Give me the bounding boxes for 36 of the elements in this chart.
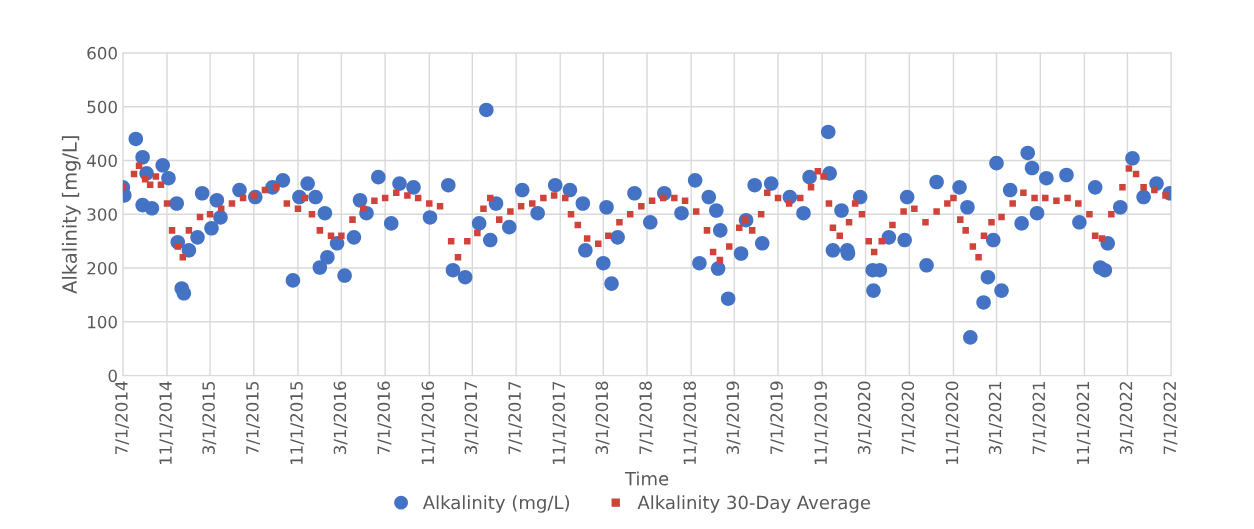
x-tick-label: 3/1/2019 bbox=[726, 381, 741, 455]
y-tick-label: 0 bbox=[108, 369, 117, 383]
y-axis-title: Alkalinity [mg/L] bbox=[61, 136, 81, 294]
x-tick-label: 11/1/2021 bbox=[1076, 381, 1091, 465]
x-tick-label: 11/1/2016 bbox=[421, 381, 436, 465]
x-tick-label: 7/1/2018 bbox=[639, 381, 654, 454]
y-tick-label: 500 bbox=[87, 100, 117, 114]
x-tick-label: 7/1/2022 bbox=[1163, 382, 1178, 454]
x-tick-label: 11/1/2014 bbox=[159, 381, 174, 465]
x-tick-label: 7/1/2014 bbox=[115, 381, 130, 454]
legend-label: Alkalinity 30-Day Average bbox=[637, 495, 871, 513]
x-tick-label: 11/1/2018 bbox=[683, 381, 698, 465]
x-tick-label: 7/1/2015 bbox=[246, 381, 260, 454]
x-tick-label: 11/1/2019 bbox=[814, 381, 829, 465]
x-tick-label: 3/1/2015 bbox=[202, 381, 217, 455]
x-tick-label: 7/1/2016 bbox=[377, 381, 392, 454]
x-tick-label: 3/1/2017 bbox=[464, 381, 479, 455]
x-tick-label: 7/1/2020 bbox=[901, 381, 916, 454]
x-tick-label: 3/1/2022 bbox=[1119, 382, 1134, 455]
y-tick-label: 100 bbox=[88, 315, 117, 329]
x-axis-title: Time bbox=[624, 471, 669, 486]
legend-label: Alkalinity (mg/L) bbox=[422, 495, 570, 513]
y-tick-label: 400 bbox=[87, 154, 117, 168]
x-tick-label: 3/1/2021 bbox=[988, 381, 1003, 455]
x-tick-label: 3/1/2018 bbox=[595, 381, 610, 455]
x-tick-label: 3/1/2016 bbox=[333, 381, 348, 455]
x-tick-label: 7/1/2019 bbox=[770, 381, 785, 454]
x-tick-label: 7/1/2021 bbox=[1032, 381, 1047, 454]
y-tick-label: 300 bbox=[87, 208, 117, 221]
x-tick-label: 7/1/2017 bbox=[508, 381, 523, 454]
y-tick-label: 600 bbox=[87, 46, 117, 60]
x-tick-label: 11/1/2020 bbox=[945, 381, 960, 465]
x-tick-label: 11/1/2017 bbox=[552, 381, 567, 465]
x-tick-label: 11/1/2015 bbox=[290, 381, 305, 465]
y-tick-label: 200 bbox=[87, 261, 117, 275]
x-tick-label: 3/1/2020 bbox=[857, 381, 872, 455]
